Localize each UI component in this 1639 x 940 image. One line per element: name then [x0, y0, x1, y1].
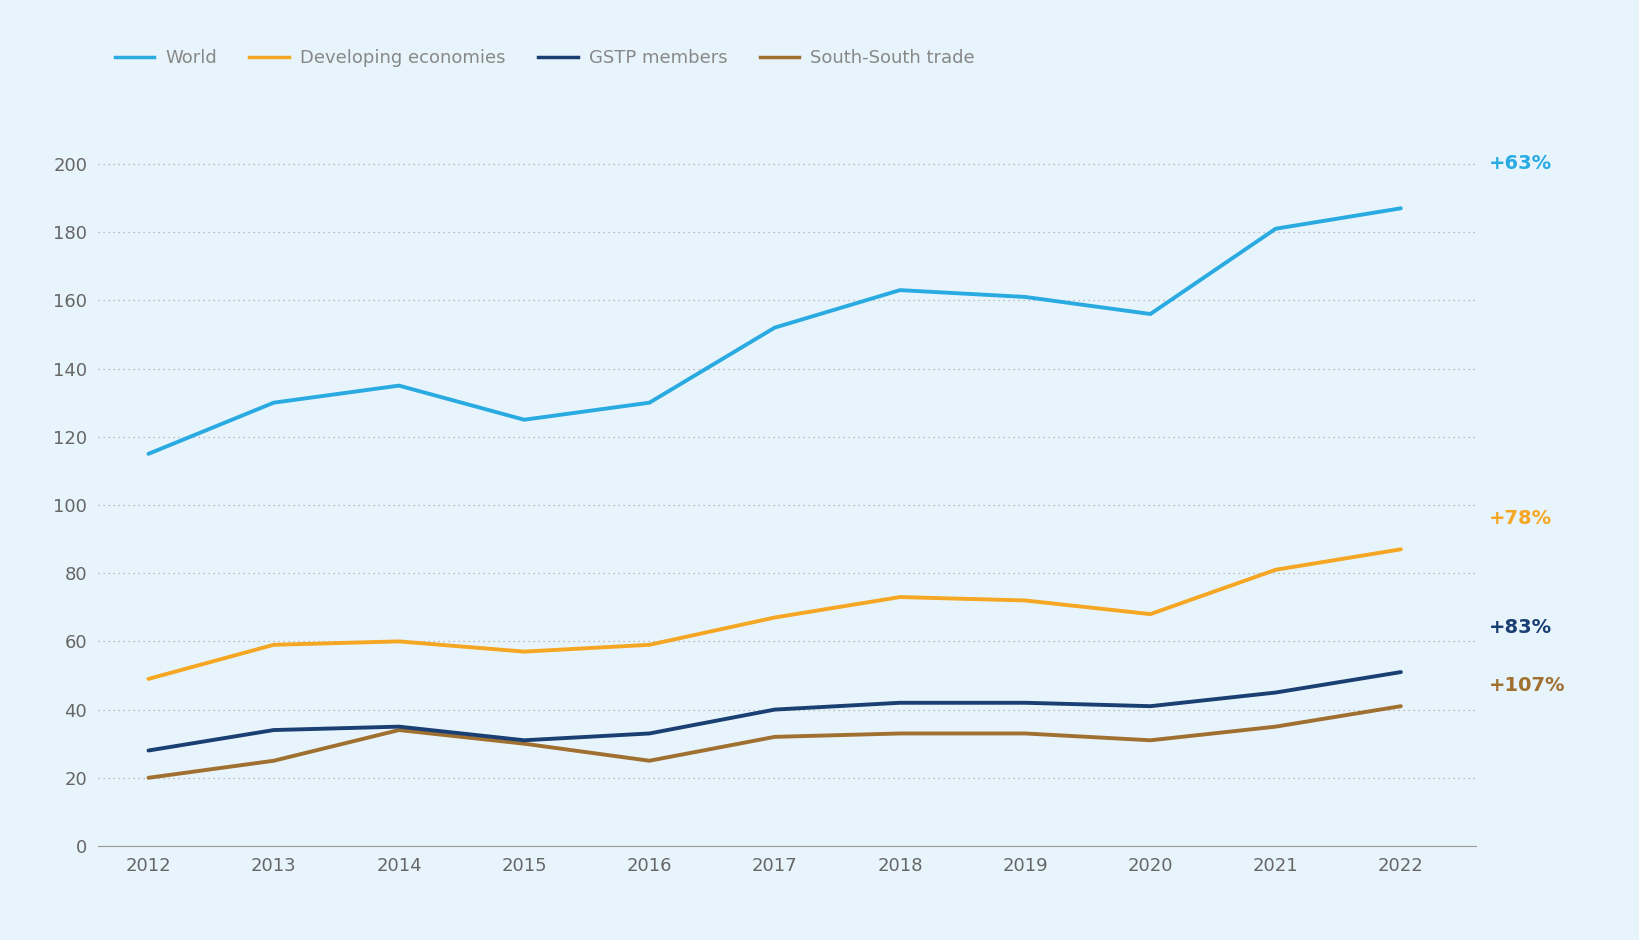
- Text: +78%: +78%: [1488, 509, 1550, 528]
- Text: +83%: +83%: [1488, 619, 1550, 637]
- Legend: World, Developing economies, GSTP members, South-South trade: World, Developing economies, GSTP member…: [108, 42, 982, 74]
- Text: +107%: +107%: [1488, 676, 1564, 696]
- Text: +63%: +63%: [1488, 154, 1550, 174]
